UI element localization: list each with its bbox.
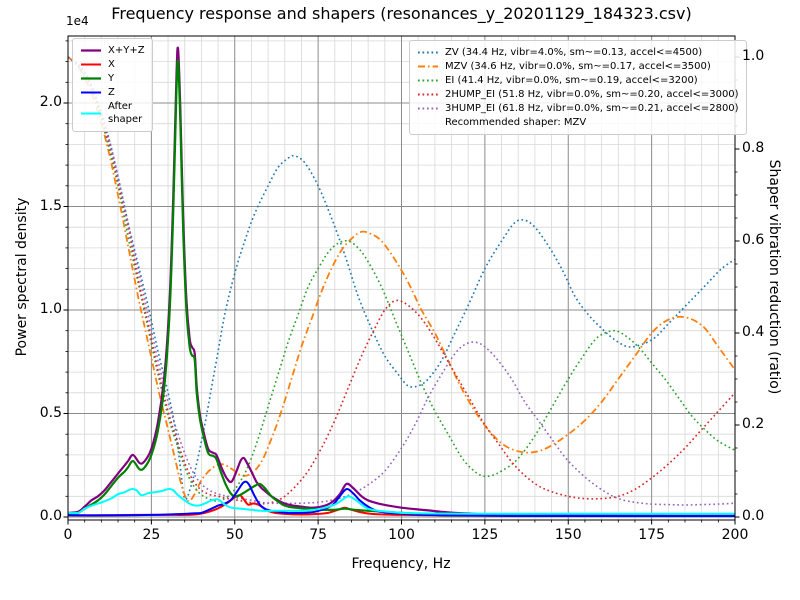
legend-item-ei: EI (41.4 Hz, vibr=0.0%, sm~=0.19, accel<… [417, 74, 739, 87]
chart-title: Frequency response and shapers (resonanc… [111, 4, 692, 23]
legend-label: EI (41.4 Hz, vibr=0.0%, sm~=0.19, accel<… [445, 75, 698, 86]
z-line-swatch-icon [81, 91, 101, 94]
legend-label: X [108, 59, 115, 70]
legend-item-after-shaper: After shaper [80, 100, 145, 126]
right-y-tick-label: 0.4 [742, 324, 765, 340]
left-y-tick-label: 1.5 [39, 197, 62, 214]
legend-label: Y [108, 73, 115, 84]
legend-item-x: X [80, 58, 145, 71]
left-y-axis-label: Power spectral density [14, 197, 30, 357]
x-tick-label: 75 [309, 527, 328, 543]
legend-item-zv: ZV (34.4 Hz, vibr=4.0%, sm~=0.13, accel<… [417, 46, 739, 59]
legend-label: Z [108, 87, 115, 98]
ei-line-swatch-icon [418, 79, 438, 82]
3hump-ei-line-swatch-icon [418, 107, 438, 110]
series-xyz-curve [68, 46, 735, 517]
series-mzv-curve [68, 56, 735, 503]
series-3hump-curve [68, 56, 735, 506]
x-tick-label: 125 [471, 527, 499, 543]
x-tick-label: 0 [63, 527, 73, 543]
legend-item-mzv: MZV (34.6 Hz, vibr=0.0%, sm~=0.17, accel… [417, 60, 739, 73]
legend-label: MZV (34.6 Hz, vibr=0.0%, sm~=0.17, accel… [445, 61, 711, 72]
after-shaper-line-swatch-icon [81, 112, 101, 114]
legend-label: 3HUMP_EI (61.8 Hz, vibr=0.0%, sm~=0.21, … [445, 103, 739, 114]
right-y-tick-label: 0.6 [742, 232, 765, 248]
y-axis-offset-text: 1e4 [66, 14, 89, 28]
x-line-swatch-icon [81, 63, 101, 66]
legend-item-z: Z [80, 86, 145, 99]
x-tick-label: 175 [638, 527, 665, 543]
left-y-tick-label: 0.0 [39, 508, 62, 524]
series-2hump-curve [68, 56, 735, 505]
shaper-legend: ZV (34.4 Hz, vibr=4.0%, sm~=0.13, accel<… [409, 40, 747, 135]
series-ei-curve [68, 56, 735, 502]
legend-label: 2HUMP_EI (51.8 Hz, vibr=0.0%, sm~=0.20, … [445, 89, 739, 100]
x-axis-label: Frequency, Hz [351, 556, 451, 572]
legend-item-2hump-ei: 2HUMP_EI (51.8 Hz, vibr=0.0%, sm~=0.20, … [417, 88, 739, 101]
left-y-tick-label: 1.0 [39, 301, 62, 317]
right-y-tick-label: 1.0 [742, 48, 765, 64]
x-tick-label: 150 [554, 527, 582, 543]
recommended-shaper-note: Recommended shaper: MZV [417, 116, 739, 129]
y-line-swatch-icon [81, 77, 101, 80]
x-tick-label: 200 [721, 527, 749, 543]
legend-item-xyz: X+Y+Z [80, 44, 145, 57]
left-y-tick-label: 2.0 [39, 94, 62, 110]
right-y-tick-label: 0.0 [742, 508, 765, 524]
2hump-ei-line-swatch-icon [418, 93, 438, 96]
right-y-tick-label: 0.8 [742, 140, 765, 156]
legend-item-3hump-ei: 3HUMP_EI (61.8 Hz, vibr=0.0%, sm~=0.21, … [417, 102, 739, 115]
x-tick-label: 100 [388, 527, 415, 543]
x-tick-label: 25 [142, 527, 161, 543]
series-after-curve [68, 487, 735, 515]
legend-label: After shaper [108, 101, 143, 125]
right-y-axis-label: Shaper vibration reduction (ratio) [766, 159, 782, 395]
mzv-line-swatch-icon [418, 65, 438, 68]
right-y-tick-label: 0.2 [742, 416, 765, 432]
left-y-tick-label: 0.5 [39, 404, 62, 421]
recommended-shaper-text: Recommended shaper: MZV [445, 117, 587, 128]
legend-label: X+Y+Z [108, 45, 145, 56]
psd-legend: X+Y+Z X Y Z After shaper [72, 38, 153, 132]
series-y-curve [68, 59, 735, 518]
legend-item-y: Y [80, 72, 145, 85]
legend-label: ZV (34.4 Hz, vibr=4.0%, sm~=0.13, accel<… [445, 47, 703, 58]
x-tick-label: 50 [225, 527, 244, 543]
zv-line-swatch-icon [418, 51, 438, 54]
xyz-line-swatch-icon [81, 49, 101, 52]
